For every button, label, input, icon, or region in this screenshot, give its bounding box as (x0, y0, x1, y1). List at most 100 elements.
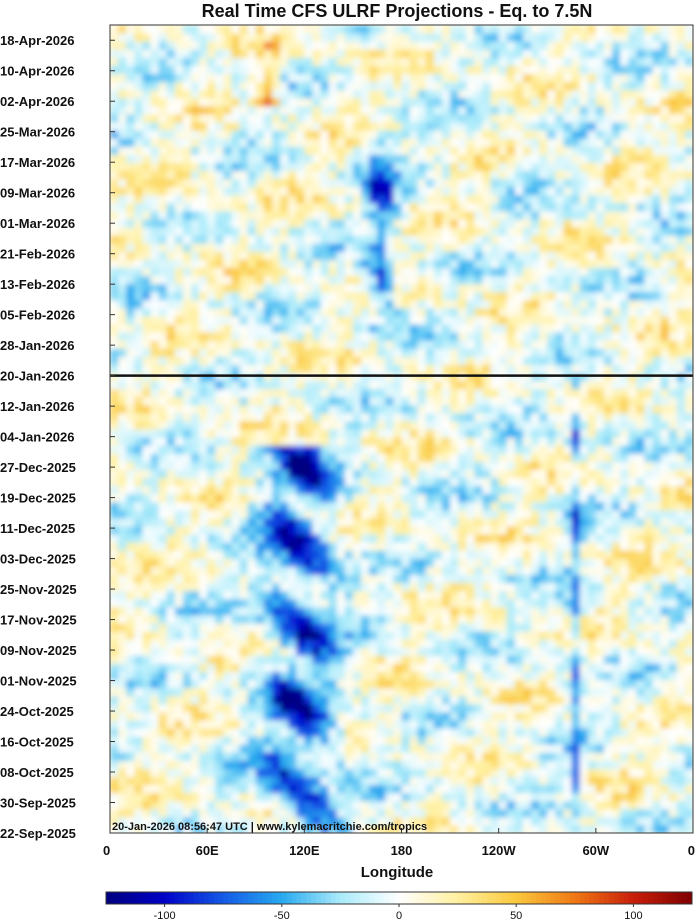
heatmap-cell (255, 647, 265, 656)
heatmap-cell (506, 760, 516, 769)
heatmap-cell (134, 574, 143, 584)
heatmap-cell (231, 388, 241, 398)
heatmap-cell (166, 275, 176, 285)
heatmap-cell (320, 558, 330, 567)
heatmap-cell (304, 574, 314, 584)
heatmap-cell (450, 396, 459, 406)
heatmap-cell (255, 315, 265, 325)
heatmap-cell (118, 784, 127, 794)
heatmap-cell (207, 485, 216, 495)
heatmap-cell (199, 574, 208, 584)
heatmap-cell (215, 582, 224, 592)
heatmap-cell (579, 275, 589, 285)
heatmap-cell (490, 332, 500, 341)
heatmap-cell (296, 598, 305, 608)
heatmap-cell (336, 396, 346, 406)
heatmap-cell (490, 461, 500, 470)
heatmap-cell (288, 808, 297, 818)
heatmap-cell (239, 695, 249, 705)
heatmap-cell (280, 267, 289, 277)
heatmap-cell (450, 517, 459, 527)
heatmap-cell (207, 622, 216, 632)
heatmap-cell (684, 469, 693, 479)
heatmap-cell (280, 639, 289, 648)
heatmap-cell (628, 307, 637, 317)
heatmap-cell (401, 283, 411, 293)
heatmap-cell (288, 816, 297, 826)
heatmap-cell (660, 582, 670, 592)
heatmap-cell (490, 622, 500, 632)
heatmap-cell (603, 509, 613, 519)
heatmap-cell (134, 606, 143, 616)
heatmap-cell (118, 679, 127, 689)
heatmap-cell (271, 461, 281, 470)
heatmap-cell (490, 493, 500, 503)
heatmap-cell (199, 622, 208, 632)
heatmap-cell (555, 824, 565, 833)
heatmap-cell (110, 679, 119, 689)
heatmap-cell (385, 606, 395, 616)
heatmap-cell (344, 501, 354, 511)
heatmap-cell (579, 598, 589, 608)
heatmap-cell (199, 614, 208, 624)
heatmap-cell (417, 703, 427, 713)
heatmap-cell (150, 388, 160, 398)
heatmap-cell (296, 267, 305, 277)
heatmap-cell (352, 590, 362, 600)
heatmap-cell (142, 768, 152, 778)
heatmap-cell (522, 622, 532, 632)
heatmap-cell (223, 275, 233, 285)
heatmap-cell (441, 453, 451, 462)
heatmap-cell (182, 396, 192, 406)
heatmap-cell (571, 461, 581, 470)
heatmap-cell (482, 679, 492, 689)
heatmap-cell (531, 412, 540, 422)
heatmap-cell (450, 711, 459, 721)
heatmap-cell (288, 396, 297, 406)
heatmap-cell (134, 364, 143, 374)
heatmap-cell (166, 647, 176, 656)
heatmap-cell (312, 687, 322, 697)
heatmap-cell (539, 598, 548, 608)
heatmap-cell (280, 647, 289, 656)
heatmap-cell (223, 307, 233, 317)
heatmap-cell (312, 485, 322, 495)
heatmap-cell (563, 566, 573, 576)
heatmap-cell (142, 736, 152, 745)
heatmap-cell (304, 663, 314, 672)
heatmap-cell (312, 566, 322, 576)
heatmap-cell (466, 485, 475, 495)
heatmap-cell (215, 364, 224, 374)
heatmap-cell (207, 364, 216, 374)
heatmap-cell (555, 647, 565, 656)
heatmap-cell (182, 420, 192, 430)
heatmap-cell (271, 816, 281, 826)
heatmap-cell (579, 525, 589, 535)
heatmap-cell (182, 606, 192, 616)
heatmap-cell (336, 525, 346, 535)
heatmap-cell (263, 404, 273, 414)
heatmap-cell (134, 477, 143, 487)
heatmap-cell (628, 647, 637, 656)
heatmap-cell (215, 420, 224, 430)
heatmap-cell (401, 534, 411, 543)
heatmap-cell (134, 283, 143, 293)
heatmap-cell (369, 590, 378, 600)
heatmap-cell (110, 437, 119, 446)
heatmap-cell (190, 348, 200, 357)
heatmap-cell (555, 299, 565, 309)
heatmap-cell (563, 445, 573, 454)
heatmap-cell (174, 315, 184, 325)
heatmap-cell (385, 598, 395, 608)
heatmap-cell (239, 517, 249, 527)
heatmap-cell (215, 639, 224, 648)
heatmap-cell (433, 340, 443, 349)
heatmap-cell (182, 461, 192, 470)
heatmap-cell (579, 687, 589, 697)
heatmap-cell (271, 453, 281, 462)
heatmap-cell (215, 655, 224, 664)
heatmap-cell (417, 453, 427, 462)
heatmap-cell (636, 477, 646, 487)
heatmap-cell (466, 501, 475, 511)
heatmap-cell (547, 800, 556, 810)
